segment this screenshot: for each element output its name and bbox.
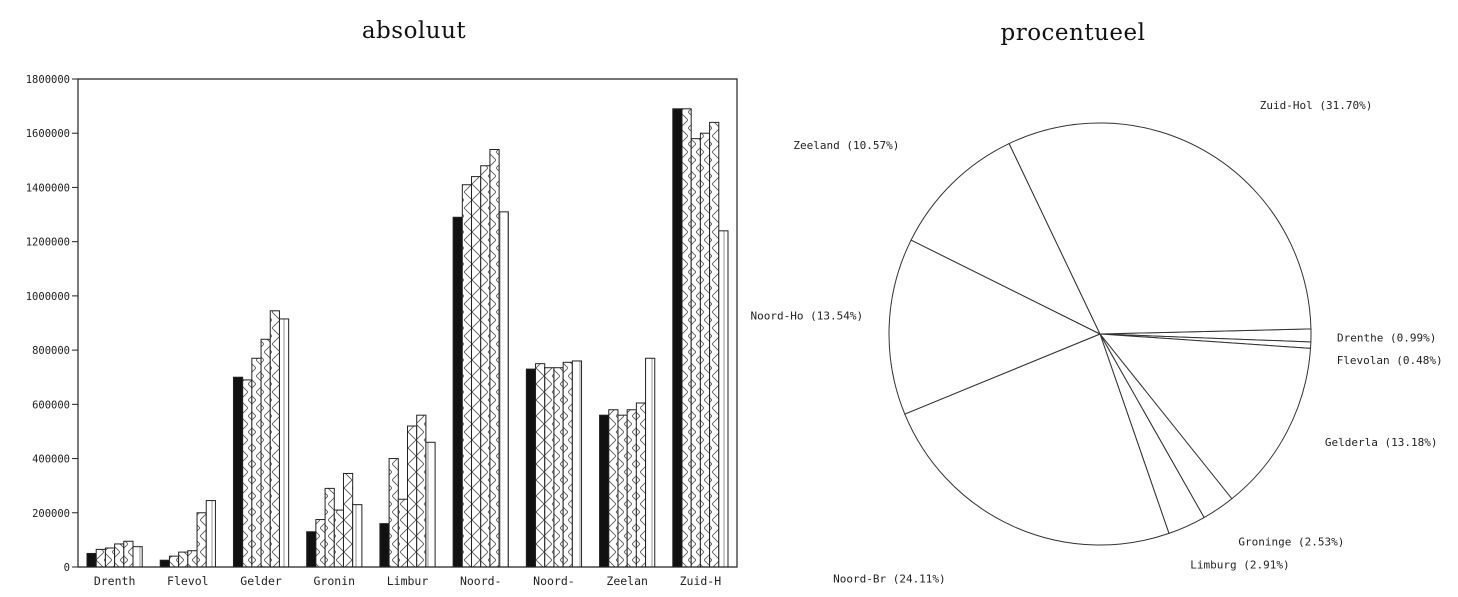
bar-zuidh-s6: [718, 230, 729, 568]
y-tick-label: 0: [64, 562, 70, 574]
bar-noord-s3: [471, 176, 482, 568]
bar-gelder-s3: [251, 357, 262, 568]
bar-drenth-s3: [104, 547, 116, 568]
bar-zuidh-s5: [709, 121, 720, 568]
bar-noord-s6: [571, 360, 583, 568]
pie-label: Zuid-Hol (31.70%): [1260, 99, 1373, 112]
y-tick-label: 1000000: [26, 291, 70, 303]
bar-flevol-s2: [168, 555, 180, 568]
pie-label: Zeeland (10.57%): [793, 139, 899, 152]
bar-chart-title: absoluut: [362, 18, 467, 44]
bar-limbur-s2: [388, 458, 399, 568]
x-category-label: Zuid-H: [680, 574, 722, 588]
bar-gelder-s6: [278, 318, 290, 568]
pie-label: Flevolan (0.48%): [1337, 354, 1443, 367]
x-category-label: Limbur: [387, 574, 429, 588]
pie-label: Limburg (2.91%): [1190, 559, 1289, 572]
pie-chart: procentueel Drenthe (0.99%) Flevolan (0.4…: [751, 20, 1443, 586]
pie-label: Groninge (2.53%): [1238, 536, 1344, 549]
bar-gelder-s5: [269, 310, 280, 568]
pie-slice-noordho: [888, 239, 1102, 415]
bar-gronin-s1: [306, 531, 317, 568]
x-axis-categories: Drenth Flevol Gelder Gronin Limbur Noord- Noor…: [94, 574, 721, 588]
bar-zuidh-s2: [681, 108, 692, 568]
pie-labels: Drenthe (0.99%) Flevolan (0.48%) Gelderla …: [751, 99, 1443, 586]
bar-zuidh-s4: [699, 132, 711, 568]
bar-zeelan-s6: [645, 357, 656, 568]
x-category-label: Zeelan: [606, 574, 648, 588]
bar-limbur-s1: [379, 523, 390, 568]
x-category-label: Noord-: [460, 574, 502, 588]
bar-limbur-s4: [407, 425, 418, 568]
pie-slice-zeeland: [910, 142, 1102, 336]
pie-label: Noord-Ho (13.54%): [751, 310, 864, 323]
bar-noord-s4: [553, 367, 564, 568]
bar-flevol-s1: [159, 559, 170, 568]
bar-limbur-s6: [425, 441, 436, 568]
bar-noord-s5: [489, 148, 500, 568]
pie-label: Gelderla (13.18%): [1325, 436, 1438, 449]
bar-noord-s6: [498, 211, 509, 568]
pie-chart-title: procentueel: [1000, 20, 1145, 46]
bar-marks: [86, 108, 729, 568]
pie-slice-gelderla: [1098, 333, 1312, 500]
bar-zeelan-s4: [626, 409, 637, 568]
bar-zeelan-s1: [599, 414, 610, 568]
bar-drenth-s1: [86, 552, 97, 568]
x-category-label: Gronin: [314, 574, 356, 588]
bar-zeelan-s2: [608, 409, 619, 568]
bar-drenth-s4: [114, 543, 125, 568]
x-category-label: Noord-: [533, 574, 575, 588]
y-tick-label: 1600000: [26, 128, 70, 140]
bar-noord-s2: [461, 184, 473, 568]
bar-chart: absoluut 0 200000 400000 600000 800000 100000…: [26, 18, 738, 588]
bar-gelder-s1: [232, 376, 244, 568]
bar-noord-s4: [480, 165, 491, 568]
pie-slice-zuidhol: [1008, 122, 1312, 335]
y-tick-label: 400000: [32, 454, 70, 466]
bar-drenth-s6: [132, 546, 143, 568]
y-tick-label: 800000: [32, 345, 70, 357]
bar-limbur-s5: [416, 414, 427, 568]
y-tick-label: 1800000: [26, 74, 70, 86]
bar-flevol-s6: [205, 500, 216, 568]
bar-gelder-s4: [260, 338, 271, 568]
x-category-label: Flevol: [167, 574, 209, 588]
bar-drenth-s2: [95, 548, 106, 568]
bar-gelder-s2: [242, 379, 253, 568]
bar-flevol-s4: [187, 550, 198, 568]
pie-slice-noordbr: [904, 333, 1170, 546]
bar-drenth-s5: [123, 540, 134, 568]
bar-gronin-s5: [342, 472, 354, 568]
bar-gronin-s3: [324, 487, 335, 568]
bar-zuidh-s1: [672, 108, 683, 568]
bar-gronin-s2: [315, 519, 326, 568]
bar-gronin-s4: [333, 509, 344, 568]
y-tick-label: 1400000: [26, 182, 70, 194]
bar-noord-s3: [544, 367, 555, 568]
bar-flevol-s5: [196, 512, 207, 568]
plot-frame: [77, 78, 738, 568]
y-tick-label: 1200000: [26, 237, 70, 249]
x-category-label: Gelder: [240, 574, 282, 588]
pie-label: Drenthe (0.99%): [1337, 332, 1436, 345]
bar-noord-s1: [452, 216, 463, 568]
bar-gronin-s6: [352, 504, 363, 568]
y-axis-ticks: 0 200000 400000 600000 800000 1000000 1200000 1…: [26, 74, 78, 574]
bar-zuidh-s3: [690, 138, 701, 568]
y-tick-label: 200000: [32, 508, 70, 520]
bar-noord-s2: [535, 363, 546, 568]
bar-limbur-s3: [397, 498, 408, 568]
pie-label: Noord-Br (24.11%): [833, 573, 946, 586]
bar-zeelan-s3: [617, 414, 628, 568]
bar-flevol-s3: [178, 551, 189, 568]
pie-wedges: [888, 122, 1312, 546]
bar-zeelan-s5: [635, 402, 647, 568]
x-category-label: Drenth: [94, 574, 136, 588]
bar-noord-s5: [562, 361, 573, 568]
y-tick-label: 600000: [32, 399, 70, 411]
bar-noord-s1: [525, 368, 537, 568]
